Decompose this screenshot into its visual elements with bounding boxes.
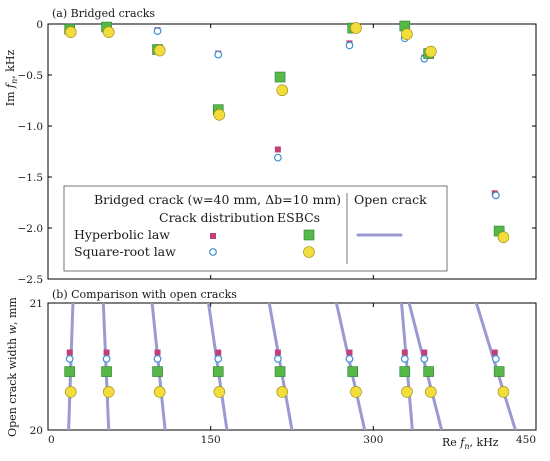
panel-a-y-ticks: 0 −0.5 −1.0 −1.5 −2.0 −2.5 (18, 19, 536, 286)
x-tick-label: 150 (201, 434, 221, 446)
square-root-point (345, 41, 354, 50)
square-root-marker (420, 354, 429, 363)
square-root-point (274, 153, 282, 162)
panel-b-label: (b) Comparison with open cracks (52, 288, 237, 301)
panel-a-points (64, 20, 510, 243)
hyperbolic-marker (215, 349, 222, 356)
esbc-square-root-point (102, 26, 115, 38)
esbc-hyperbolic-marker (64, 366, 75, 377)
legend-bridged-title: Bridged crack (w=40 mm, Δb=10 mm) (94, 192, 341, 207)
x-tick-label: 0 (48, 434, 55, 446)
legend-crack-distribution-header: Crack distribution (159, 210, 275, 225)
y-tick-label: 20 (30, 425, 43, 437)
legend-hyperbolic-marker (210, 233, 216, 239)
square-root-marker (102, 354, 111, 363)
panel-a-frame (47, 23, 537, 280)
legend: Bridged crack (w=40 mm, Δb=10 mm) Open c… (63, 185, 448, 272)
x-tick-label: 300 (363, 434, 383, 446)
square-root-marker (214, 354, 223, 363)
panel-b-y-axis-title: Open crack width w, mm (6, 297, 19, 437)
hyperbolic-marker (274, 349, 281, 356)
esbc-square-root-marker (497, 386, 510, 398)
hyperbolic-marker (421, 349, 428, 356)
y-tick-label: −2.0 (18, 223, 44, 235)
panel-b: (b) Comparison with open cracks Open cra… (6, 288, 537, 451)
hyperbolic-marker (66, 349, 73, 356)
esbc-hyperbolic-marker (101, 366, 112, 377)
legend-square-root-marker (209, 248, 217, 256)
hyperbolic-marker (491, 349, 498, 356)
legend-esbc-square-root-marker (303, 246, 315, 258)
esbc-hyperbolic-marker (212, 366, 224, 377)
panel-a-x-ticks (47, 24, 537, 279)
legend-square-root-label: Square-root law (74, 244, 176, 259)
square-root-marker (491, 354, 500, 363)
hyperbolic-marker (154, 349, 161, 356)
hyperbolic-marker (346, 349, 353, 356)
legend-hyperbolic-label: Hyperbolic law (74, 227, 170, 242)
esbc-square-root-point (497, 231, 510, 243)
panel-a-y-axis-title: Im fn, kHz (4, 50, 19, 107)
esbc-square-root-marker (102, 386, 115, 398)
panel-a: (a) Bridged cracks Im fn, kHz 0 −0.5 −1.0 −… (4, 7, 537, 286)
esbc-square-root-marker (64, 386, 77, 398)
esbc-square-root-marker (213, 386, 226, 398)
esbc-square-root-marker (401, 386, 413, 398)
x-tick-label: 450 (516, 434, 536, 446)
panel-b-open-crack-lines (67, 303, 517, 430)
esbc-square-root-marker (153, 386, 166, 398)
y-tick-label: −1.5 (18, 172, 44, 184)
esbc-square-root-point (213, 108, 226, 121)
esbc-hyperbolic-marker (423, 366, 434, 377)
y-tick-label: −2.5 (18, 274, 44, 286)
hyperbolic-marker (103, 349, 110, 356)
esbc-hyperbolic-marker (347, 366, 359, 377)
panel-b-frame (47, 302, 537, 431)
panel-b-x-axis-title: Re fn, kHz (442, 436, 499, 451)
panel-b-ticks: 20 21 0 150 300 450 (30, 298, 537, 446)
square-root-point (491, 191, 500, 200)
esbc-square-root-point (401, 28, 413, 41)
esbc-square-root-point (153, 44, 166, 57)
panel-a-label: (a) Bridged cracks (52, 7, 155, 20)
esbc-hyperbolic-point (274, 71, 286, 83)
legend-open-crack-header: Open crack (354, 192, 427, 207)
square-root-point (153, 27, 162, 36)
esbc-hyperbolic-marker (274, 366, 286, 377)
square-root-marker (274, 354, 282, 363)
esbc-hyperbolic-marker (399, 366, 411, 377)
panel-b-points (64, 349, 510, 398)
square-root-point (214, 50, 223, 59)
esbc-square-root-point (64, 26, 77, 38)
square-root-marker (65, 354, 74, 363)
esbc-square-root-marker (425, 386, 437, 398)
esbc-square-root-marker (350, 386, 362, 398)
hyperbolic-point (274, 146, 281, 153)
esbc-square-root-point (425, 45, 437, 58)
esbc-hyperbolic-marker (152, 366, 163, 377)
legend-esbc-header: ESBCs (277, 210, 320, 225)
square-root-marker (400, 354, 409, 363)
esbc-square-root-marker (276, 386, 289, 398)
legend-esbc-hyperbolic-marker (303, 229, 315, 241)
y-tick-label: −0.5 (18, 70, 44, 82)
y-tick-label: 0 (36, 19, 43, 31)
y-tick-label: −1.0 (18, 121, 44, 133)
esbc-square-root-point (276, 84, 289, 97)
hyperbolic-marker (401, 349, 408, 356)
square-root-marker (153, 354, 162, 363)
legend-box (63, 185, 448, 272)
square-root-marker (345, 354, 354, 363)
esbc-square-root-point (350, 22, 362, 34)
esbc-hyperbolic-marker (493, 366, 505, 377)
y-tick-label: 21 (30, 298, 43, 310)
